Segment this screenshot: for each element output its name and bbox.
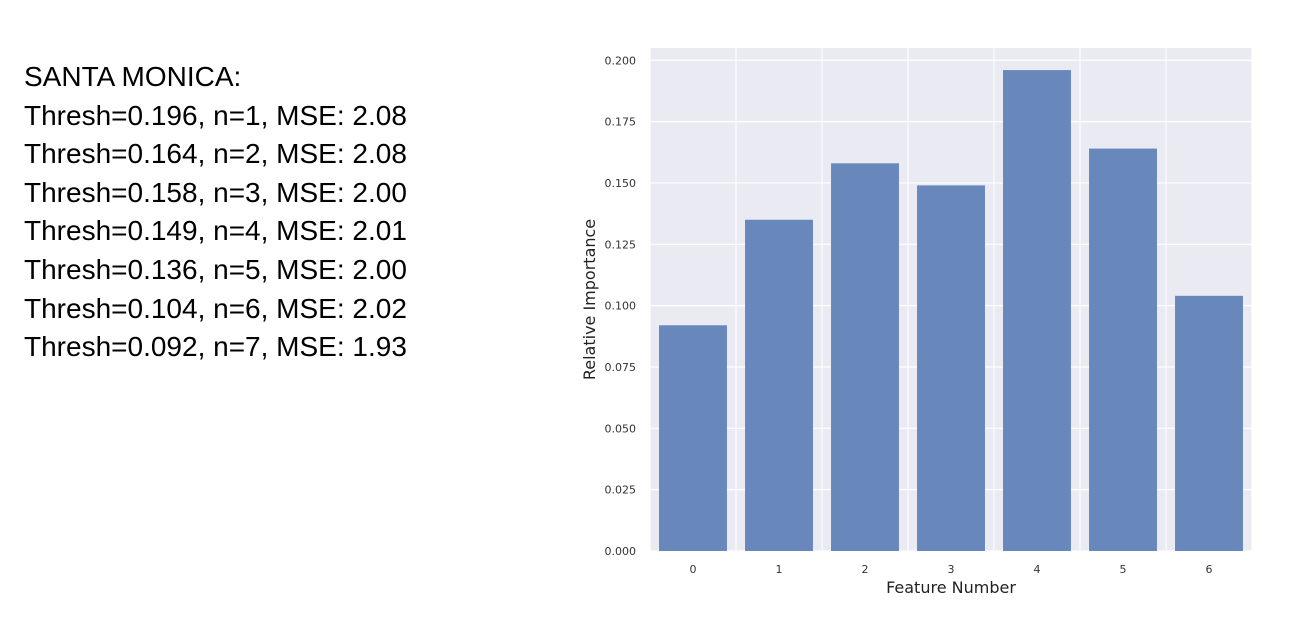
y-tick-label: 0.125	[605, 238, 637, 251]
result-line-2: Thresh=0.164, n=2, MSE: 2.08	[24, 138, 407, 170]
result-line-4: Thresh=0.149, n=4, MSE: 2.01	[24, 215, 407, 247]
tick-labels: 0.000 0.025 0.050 0.075 0.100 0.125 0.150 0.175…	[605, 54, 1213, 576]
x-tick-label: 4	[1034, 563, 1041, 576]
x-tick-label: 2	[862, 563, 869, 576]
bar-feature-5	[1089, 148, 1157, 551]
results-text-block: SANTA MONICA: Thresh=0.196, n=1, MSE: 2.…	[24, 58, 407, 367]
x-tick-label: 3	[948, 563, 955, 576]
y-tick-label: 0.000	[605, 545, 637, 558]
x-axis-label: Feature Number	[886, 578, 1016, 597]
bar-feature-1	[745, 219, 813, 551]
feature-importance-chart: 0.000 0.025 0.050 0.075 0.100 0.125 0.150 0.175…	[580, 48, 1253, 597]
y-axis-label: Relative Importance	[580, 219, 599, 380]
y-tick-label: 0.200	[605, 54, 637, 67]
y-tick-label: 0.050	[605, 422, 637, 435]
x-tick-label: 6	[1206, 563, 1213, 576]
bar-feature-3	[917, 185, 985, 551]
bar-feature-0	[659, 325, 727, 551]
bar-feature-2	[831, 163, 899, 551]
bar-feature-4	[1003, 70, 1071, 551]
location-heading: SANTA MONICA:	[24, 61, 242, 92]
x-tick-label: 1	[776, 563, 783, 576]
result-line-3: Thresh=0.158, n=3, MSE: 2.00	[24, 176, 407, 208]
x-tick-label: 5	[1120, 563, 1127, 576]
y-tick-label: 0.100	[605, 300, 637, 313]
y-tick-label: 0.025	[605, 484, 637, 497]
result-line-7: Thresh=0.092, n=7, MSE: 1.93	[24, 331, 407, 363]
result-line-6: Thresh=0.104, n=6, MSE: 2.02	[24, 292, 407, 324]
y-tick-label: 0.150	[605, 177, 637, 190]
bars	[659, 70, 1243, 551]
result-line-5: Thresh=0.136, n=5, MSE: 2.00	[24, 253, 407, 285]
x-tick-label: 0	[690, 563, 697, 576]
y-tick-label: 0.075	[605, 361, 637, 374]
y-tick-label: 0.175	[605, 116, 637, 129]
result-line-1: Thresh=0.196, n=1, MSE: 2.08	[24, 99, 407, 131]
bar-feature-6	[1175, 295, 1243, 551]
